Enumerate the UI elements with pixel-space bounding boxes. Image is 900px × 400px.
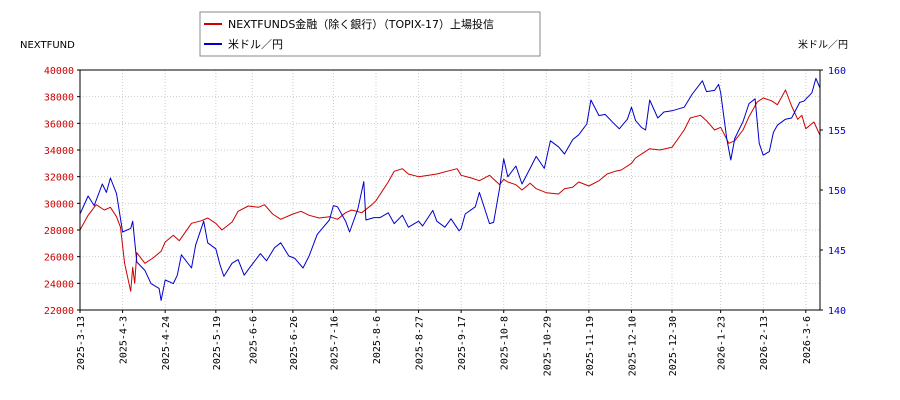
fund-price-line (79, 89, 821, 292)
x-axis-ticks: 2025-3-13 2025-4-3 2025-4-24 2025-5-19 2025-… (76, 310, 813, 376)
legend-label-usdjpy: 米ドル／円 (228, 38, 283, 51)
x-tick-label: 2025-12-10 (627, 316, 638, 376)
usdjpy-line (79, 77, 821, 301)
x-tick-label: 2025-3-13 (76, 316, 87, 370)
right-axis-label: 米ドル／円 (798, 38, 848, 51)
x-tick-label: 2025-8-27 (415, 316, 426, 370)
left-tick-label: 36000 (44, 119, 74, 130)
right-tick-label: 140 (828, 306, 846, 317)
left-tick-label: 34000 (44, 146, 74, 157)
x-tick-label: 2026-1-23 (717, 316, 728, 370)
legend-box (199, 11, 541, 57)
x-tick-label: 2025-7-16 (329, 316, 340, 370)
right-tick-label: 155 (828, 126, 846, 137)
x-tick-label: 2025-5-19 (212, 316, 223, 370)
legend: NEXTFUNDS金融（除く銀行）（TOPIX-17）上場投信 米ドル／円 (199, 11, 541, 57)
legend-label-fund: NEXTFUNDS金融（除く銀行）（TOPIX-17）上場投信 (228, 17, 494, 31)
x-tick-label: 2025-11-19 (585, 316, 596, 376)
x-tick-label: 2025-10-8 (500, 316, 511, 370)
left-axis-ticks: 22000 24000 26000 28000 30000 32000 34000 36000… (44, 66, 80, 317)
left-tick-label: 28000 (44, 226, 74, 237)
left-tick-label: 26000 (44, 253, 74, 264)
left-tick-label: 38000 (44, 93, 74, 104)
x-tick-label: 2025-4-24 (161, 316, 172, 370)
series-group (79, 77, 821, 301)
left-tick-label: 30000 (44, 199, 74, 210)
right-tick-label: 160 (828, 66, 846, 77)
left-tick-label: 24000 (44, 279, 74, 290)
left-tick-label: 22000 (44, 306, 74, 317)
left-tick-label: 40000 (44, 66, 74, 77)
x-tick-label: 2025-9-17 (457, 316, 468, 370)
left-tick-label: 32000 (44, 173, 74, 184)
right-tick-label: 150 (828, 186, 846, 197)
x-tick-label: 2025-6-6 (248, 316, 259, 364)
x-tick-label: 2025-6-26 (289, 316, 300, 370)
left-axis-label: NEXTFUND (20, 40, 75, 51)
x-tick-label: 2025-10-29 (542, 316, 553, 376)
plot-area (80, 70, 820, 310)
x-tick-label: 2026-2-13 (759, 316, 770, 370)
x-tick-label: 2025-4-3 (119, 316, 130, 364)
x-tick-label: 2025-12-30 (668, 316, 679, 376)
x-tick-label: 2025-8-6 (372, 316, 383, 364)
grid (80, 70, 820, 310)
x-tick-label: 2026-3-6 (802, 316, 813, 364)
right-axis-ticks: 140 145 150 155 160 (820, 66, 846, 317)
right-tick-label: 145 (828, 246, 846, 257)
